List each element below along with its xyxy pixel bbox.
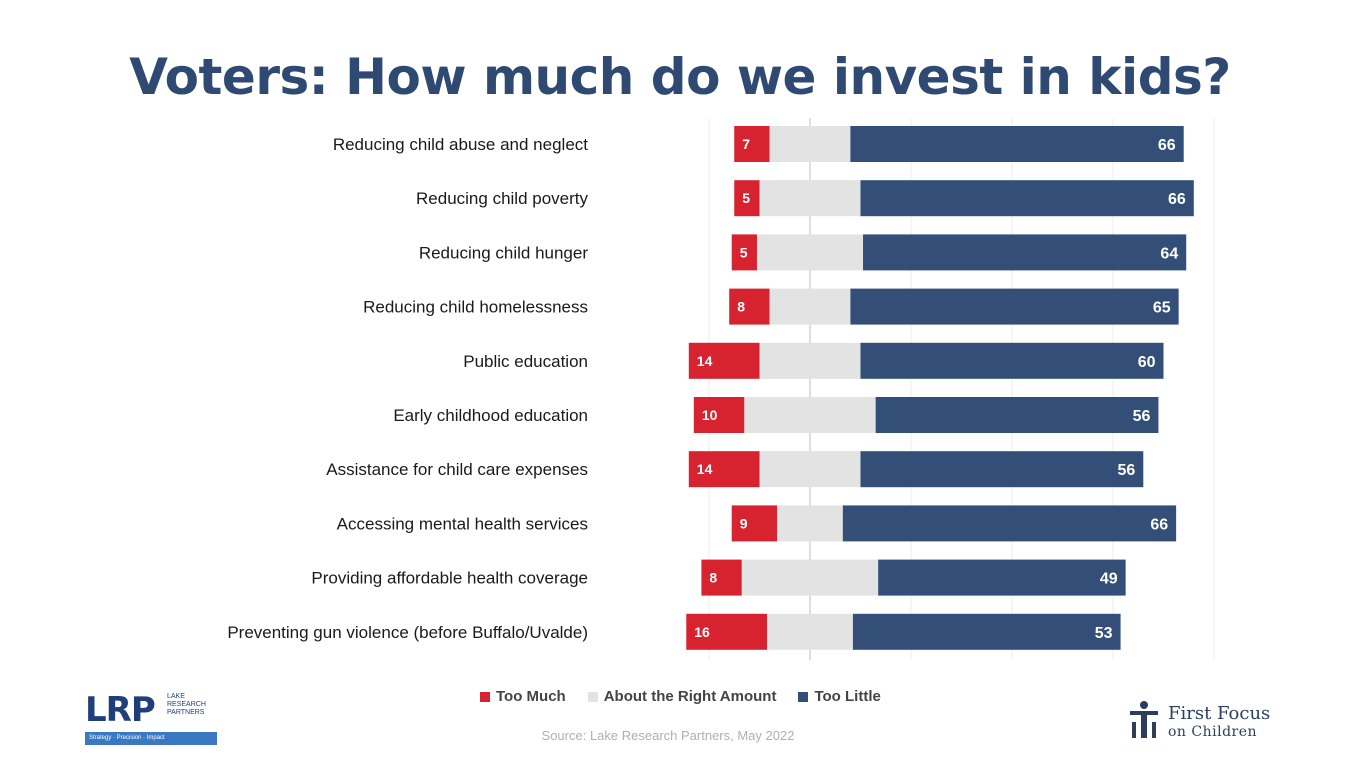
legend-label-too-little: Too Little <box>814 688 881 705</box>
lrp-logo-tagline: Strategy · Precision · Impact <box>85 732 217 745</box>
source-note: Source: Lake Research Partners, May 2022 <box>541 728 795 743</box>
bar-about-right <box>759 451 861 488</box>
legend-about-right: About the Right Amount <box>587 688 777 705</box>
value-label-too-little: 64 <box>1160 245 1178 262</box>
value-label-too-little: 56 <box>1133 408 1151 425</box>
bar-too-little <box>875 397 1159 433</box>
legend-swatch-too-little <box>798 691 809 702</box>
value-label-too-little: 56 <box>1118 462 1136 479</box>
bar-too-much <box>688 451 760 488</box>
bar-about-right <box>769 126 851 162</box>
legend-swatch-about-right <box>587 691 598 702</box>
lrp-logo: LRP LAKE RESEARCH PARTNERS Strategy · Pr… <box>85 690 225 750</box>
bar-about-right <box>759 342 861 379</box>
legend-too-much: Too Much <box>480 688 566 705</box>
legend-swatch-too-much <box>480 691 490 702</box>
legend: Too Much About the Right Amount Too Litt… <box>480 688 881 705</box>
bar-too-little <box>860 180 1194 217</box>
category-label: Providing affordable health coverage <box>311 569 588 588</box>
value-label-too-much: 5 <box>742 190 750 206</box>
bar-about-right <box>759 180 861 217</box>
value-label-too-little: 53 <box>1095 625 1113 642</box>
value-label-too-much: 8 <box>709 570 717 586</box>
bar-about-right <box>744 397 876 433</box>
bar-too-little <box>878 559 1126 596</box>
category-label: Reducing child poverty <box>416 189 588 208</box>
value-label-too-little: 66 <box>1150 516 1168 533</box>
bar-too-much <box>734 126 770 162</box>
bar-too-little <box>852 613 1121 650</box>
value-label-too-much: 8 <box>737 299 745 315</box>
bar-about-right <box>741 559 879 596</box>
bar-too-little <box>860 342 1164 379</box>
bar-about-right <box>769 288 851 325</box>
bar-too-little <box>860 451 1144 488</box>
bar-too-much <box>686 613 768 650</box>
value-label-too-much: 7 <box>742 136 750 152</box>
first-focus-line2: on Children <box>1168 724 1258 740</box>
legend-too-little: Too Little <box>798 688 881 705</box>
bar-too-much <box>731 234 757 271</box>
category-label: Assistance for child care expenses <box>326 460 588 479</box>
value-label-too-little: 60 <box>1138 354 1156 371</box>
lrp-logo-name: LAKE RESEARCH PARTNERS <box>167 693 206 716</box>
bar-too-much <box>731 505 778 542</box>
category-label: Public education <box>463 352 588 371</box>
category-label: Reducing child abuse and neglect <box>333 135 588 154</box>
bar-too-little <box>850 126 1184 162</box>
bar-about-right <box>756 234 864 271</box>
lrp-logo-mark: LRP <box>85 690 156 730</box>
value-label-too-little: 66 <box>1158 137 1176 154</box>
bar-about-right <box>777 505 843 542</box>
bar-too-much <box>688 342 760 379</box>
value-label-too-much: 9 <box>740 515 748 531</box>
bar-too-much <box>734 180 760 217</box>
value-label-too-little: 49 <box>1100 571 1118 588</box>
page-title: Voters: How much do we invest in kids? <box>129 48 1231 106</box>
value-label-too-much: 14 <box>697 461 713 477</box>
first-focus-logo: First Focus on Children <box>1128 700 1298 750</box>
value-label-too-little: 65 <box>1153 300 1171 317</box>
bar-too-much <box>701 559 742 596</box>
bar-too-much <box>729 288 770 325</box>
category-label: Reducing child homelessness <box>363 298 588 317</box>
category-label: Early childhood education <box>393 406 588 425</box>
value-label-too-much: 10 <box>702 407 718 423</box>
legend-label-about-right: About the Right Amount <box>603 688 777 705</box>
bar-about-right <box>767 613 853 650</box>
value-label-too-much: 16 <box>694 624 710 640</box>
category-label: Reducing child hunger <box>419 243 589 262</box>
first-focus-line1: First Focus <box>1168 703 1271 724</box>
bar-too-little <box>850 288 1179 325</box>
category-label: Preventing gun violence (before Buffalo/… <box>227 623 588 642</box>
category-label: Accessing mental health services <box>337 514 588 533</box>
bar-too-little <box>842 505 1177 542</box>
value-label-too-little: 66 <box>1168 191 1186 208</box>
bar-too-much <box>693 397 745 433</box>
legend-label-too-much: Too Much <box>496 688 566 705</box>
value-label-too-much: 14 <box>697 353 713 369</box>
first-focus-figure-icon <box>1130 701 1158 738</box>
value-label-too-much: 5 <box>740 244 748 260</box>
bar-too-little <box>863 234 1187 271</box>
stacked-bar-chart: Reducing child abuse and neglect 7 66 Reduc… <box>227 118 1215 660</box>
